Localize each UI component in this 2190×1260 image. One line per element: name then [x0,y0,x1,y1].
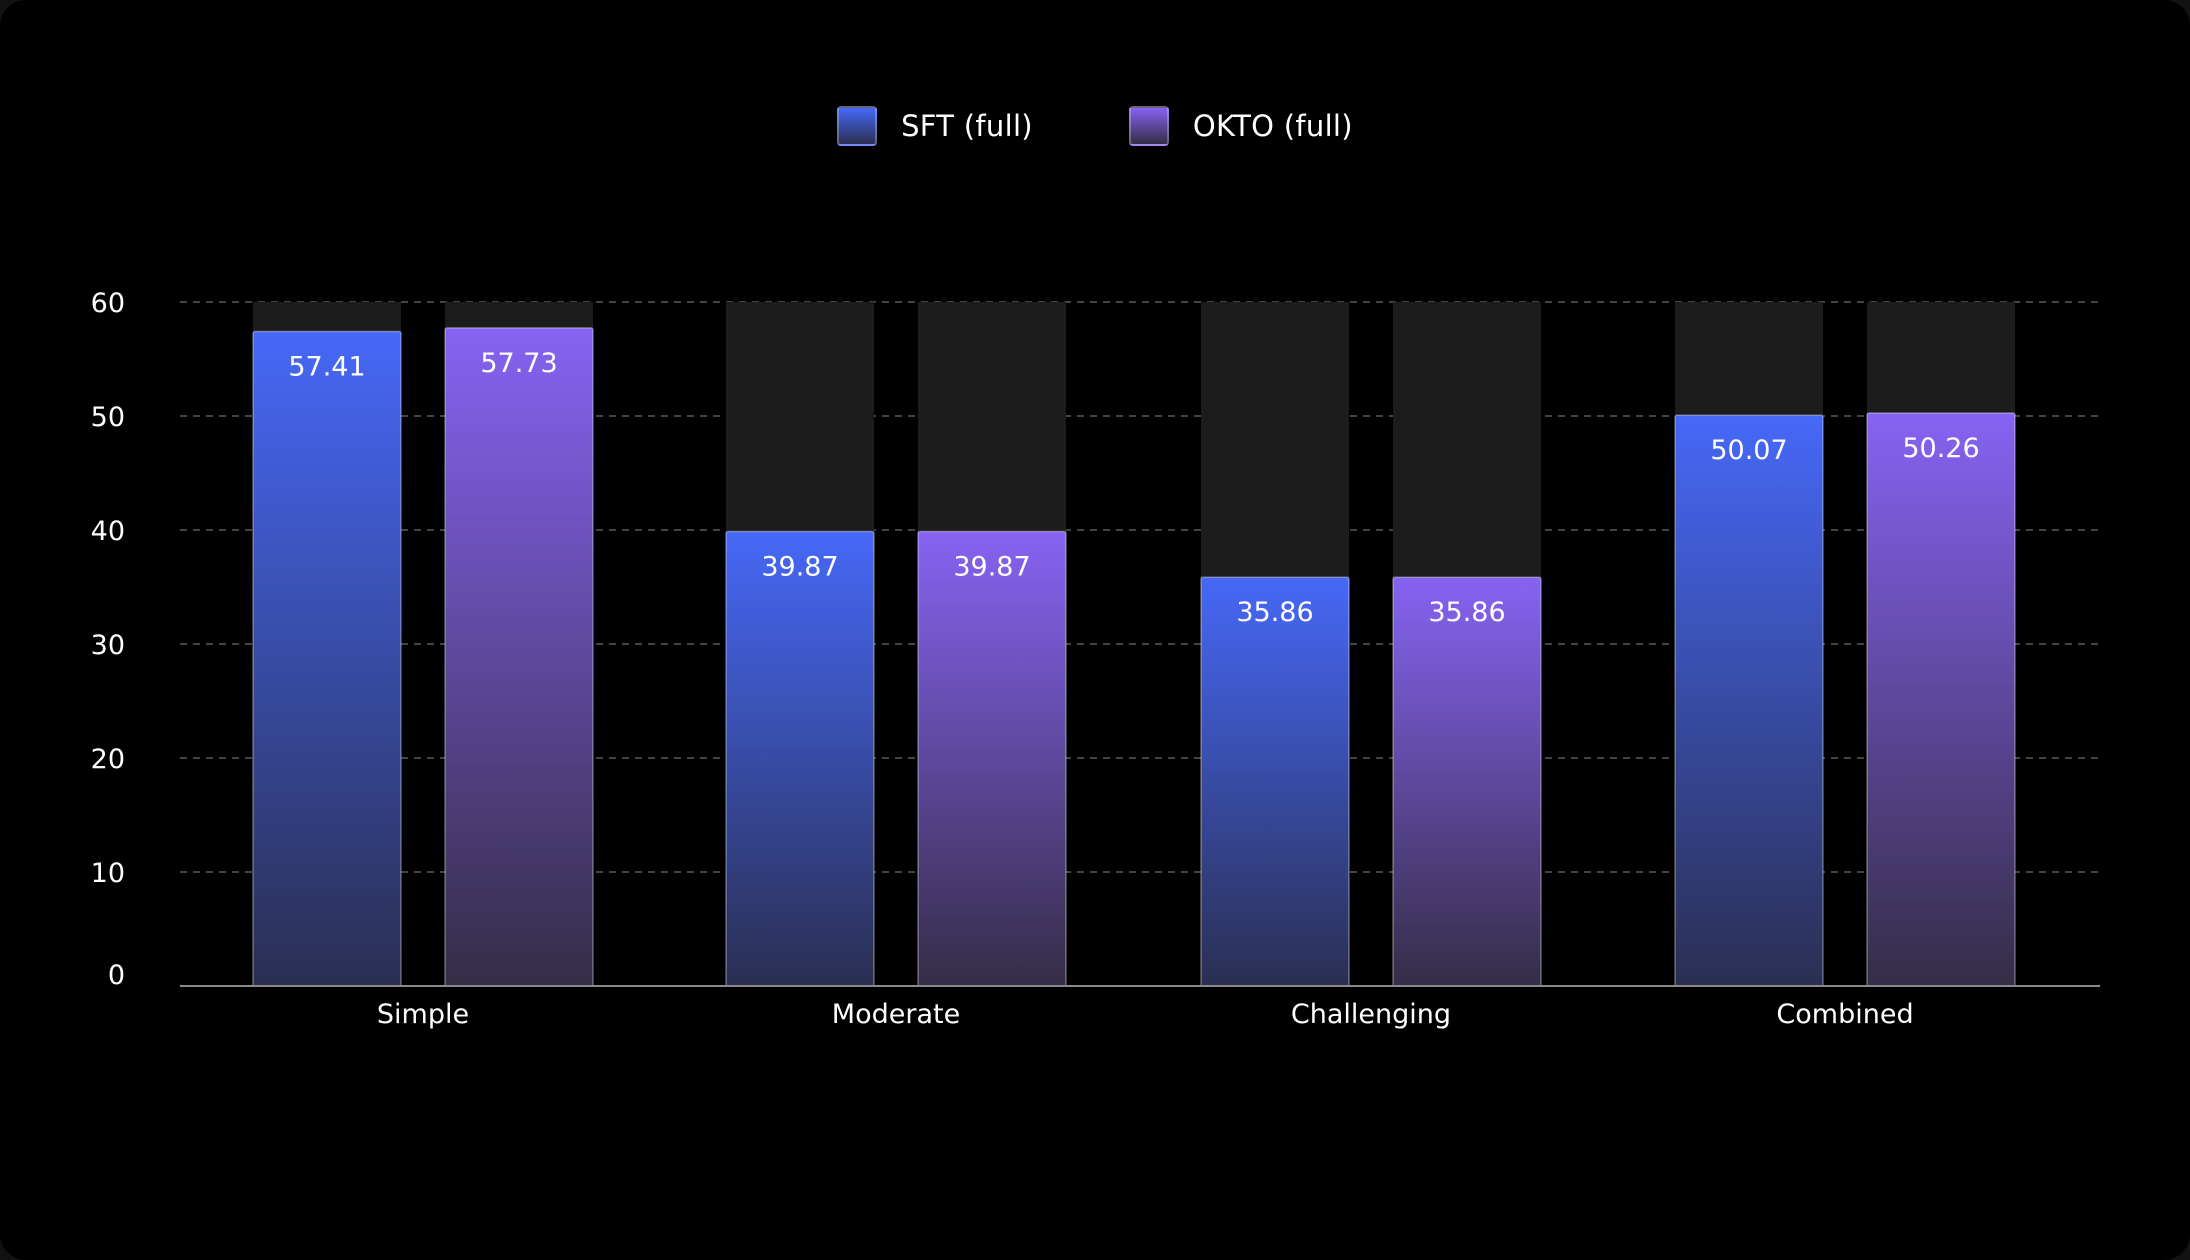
y-tick-label: 10 [91,858,125,889]
bar-challenging-okto[interactable] [1392,576,1542,987]
value-label: 35.86 [1236,597,1313,628]
value-label: 57.73 [480,348,557,379]
y-tick-label: 40 [91,516,125,547]
legend-swatch-sft [837,106,878,146]
value-label: 39.87 [953,551,1030,582]
bar-simple-okto[interactable] [444,327,594,987]
bars [252,327,2016,987]
bar-simple-sft[interactable] [252,330,402,987]
value-label: 57.41 [288,352,365,383]
value-labels: 57.41 57.73 39.87 39.87 35.86 35.86 50.07 50.26 [288,348,1979,628]
legend-item-okto[interactable]: OKTO (full) [1128,106,1353,146]
legend-label-okto: OKTO (full) [1192,109,1353,143]
y-tick-label: 20 [91,744,125,775]
value-label: 50.26 [1902,433,1979,464]
bar-combined-sft[interactable] [1674,414,1824,987]
legend-label-sft: SFT (full) [901,109,1033,143]
legend-swatch-okto [1128,106,1169,146]
y-tick-label: 0 [108,960,125,991]
x-category-label: Simple [377,999,469,1030]
value-label: 50.07 [1710,435,1787,466]
y-tick-label: 30 [91,630,125,661]
y-tick-label: 60 [91,288,125,319]
value-label: 39.87 [761,551,838,582]
y-tick-label: 50 [91,402,125,433]
bar-moderate-okto[interactable] [917,530,1067,987]
value-label: 35.86 [1428,597,1505,628]
legend-item-sft[interactable]: SFT (full) [837,106,1033,146]
x-category-label: Challenging [1291,999,1451,1030]
bar-challenging-sft[interactable] [1200,576,1350,987]
x-category-label: Moderate [832,999,960,1030]
bar-combined-okto[interactable] [1866,412,2016,987]
axes: 0 10 20 30 40 50 60 Simple Moderate Challenging Co… [91,288,2100,1030]
bar-moderate-sft[interactable] [725,530,875,987]
x-category-label: Combined [1776,999,1913,1030]
legend: SFT (full) OKTO (full) [0,106,2190,146]
